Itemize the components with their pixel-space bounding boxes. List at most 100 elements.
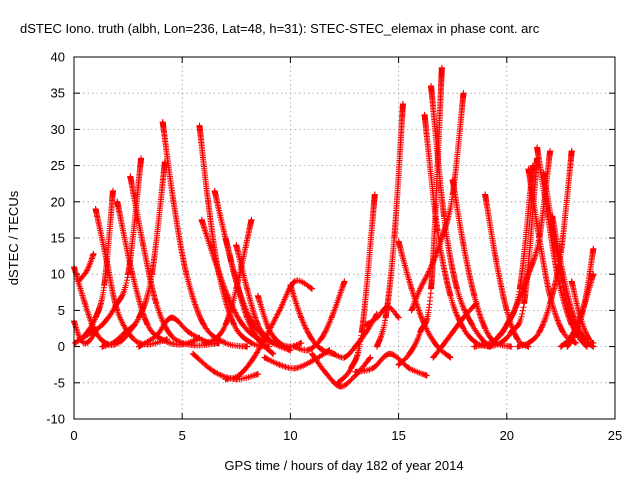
data-point bbox=[547, 292, 554, 299]
y-tick-label: 10 bbox=[51, 267, 65, 282]
data-point bbox=[135, 314, 142, 321]
data-point bbox=[560, 329, 567, 336]
data-point bbox=[581, 300, 588, 307]
data-point bbox=[514, 300, 521, 307]
data-point bbox=[438, 235, 445, 241]
data-point bbox=[235, 372, 242, 379]
data-point bbox=[72, 339, 79, 346]
data-point bbox=[447, 292, 454, 299]
data-point bbox=[536, 329, 543, 336]
data-point bbox=[408, 307, 415, 314]
data-point bbox=[222, 321, 229, 328]
data-point bbox=[330, 350, 337, 357]
data-point bbox=[99, 343, 106, 350]
data-point bbox=[304, 347, 311, 354]
series-arc-48 bbox=[568, 278, 597, 346]
series-arc-31 bbox=[395, 64, 445, 368]
data-point bbox=[367, 354, 374, 361]
data-point bbox=[138, 155, 145, 162]
chart-title: dSTEC Iono. truth (albh, Lon=236, Lat=48… bbox=[20, 21, 540, 36]
data-point bbox=[573, 329, 580, 336]
data-point bbox=[233, 278, 240, 285]
data-point bbox=[92, 314, 99, 321]
data-point bbox=[395, 361, 402, 368]
data-point bbox=[337, 383, 344, 390]
data-point bbox=[438, 64, 445, 71]
data-point bbox=[573, 339, 580, 346]
series-arc-10 bbox=[135, 314, 212, 350]
data-point bbox=[570, 314, 577, 321]
data-point bbox=[399, 101, 406, 108]
data-point bbox=[244, 343, 251, 350]
data-point bbox=[373, 343, 380, 350]
data-point bbox=[590, 245, 597, 252]
data-point bbox=[81, 300, 88, 307]
data-point bbox=[254, 371, 261, 378]
data-point bbox=[233, 242, 240, 249]
data-point bbox=[129, 271, 136, 278]
data-point bbox=[291, 278, 298, 285]
y-axis-label: dSTEC / TECUs bbox=[6, 190, 21, 285]
data-point bbox=[471, 343, 478, 350]
data-point bbox=[144, 321, 151, 328]
data-point bbox=[590, 271, 597, 278]
data-point bbox=[239, 321, 246, 328]
x-tick-label: 5 bbox=[179, 428, 186, 443]
data-point bbox=[261, 336, 268, 343]
data-point bbox=[244, 314, 251, 321]
data-point bbox=[352, 343, 359, 350]
data-point bbox=[317, 336, 324, 343]
data-point bbox=[557, 343, 564, 350]
data-point bbox=[508, 329, 515, 336]
series-arc-20 bbox=[222, 277, 316, 383]
data-point bbox=[434, 227, 441, 234]
y-tick-label: 20 bbox=[51, 194, 65, 209]
data-point bbox=[211, 256, 218, 263]
data-point bbox=[170, 198, 177, 205]
data-point bbox=[99, 321, 106, 328]
data-point bbox=[386, 350, 393, 357]
data-point bbox=[373, 314, 380, 321]
data-point bbox=[183, 271, 190, 278]
data-point bbox=[109, 187, 116, 194]
data-point bbox=[198, 216, 205, 223]
data-point bbox=[309, 336, 316, 343]
data-point bbox=[363, 329, 370, 336]
data-point bbox=[298, 314, 305, 321]
x-tick-label: 10 bbox=[283, 428, 297, 443]
data-point bbox=[254, 336, 261, 343]
data-point bbox=[482, 325, 489, 332]
data-point bbox=[590, 339, 597, 346]
data-point bbox=[460, 90, 467, 97]
data-point bbox=[503, 321, 510, 328]
data-point bbox=[560, 271, 567, 278]
data-point bbox=[363, 321, 370, 328]
data-point bbox=[406, 365, 413, 372]
data-point bbox=[492, 336, 499, 343]
data-point bbox=[254, 321, 261, 328]
y-tick-label: 40 bbox=[51, 50, 65, 65]
data-point bbox=[261, 354, 268, 361]
y-tick-label: -10 bbox=[46, 412, 65, 427]
data-point bbox=[127, 173, 134, 180]
data-point bbox=[319, 347, 326, 354]
data-point bbox=[291, 343, 298, 350]
data-point bbox=[482, 341, 489, 348]
data-point bbox=[423, 372, 430, 379]
data-point bbox=[298, 339, 305, 346]
data-point bbox=[460, 242, 467, 249]
data-point bbox=[564, 343, 571, 350]
data-point bbox=[109, 339, 116, 346]
data-point bbox=[211, 187, 218, 194]
data-point bbox=[190, 350, 197, 357]
data-point bbox=[586, 336, 593, 343]
data-point bbox=[471, 292, 478, 299]
data-point bbox=[276, 339, 283, 346]
data-point bbox=[161, 337, 168, 344]
data-point bbox=[369, 365, 376, 372]
data-point bbox=[460, 314, 467, 321]
grid bbox=[74, 57, 615, 419]
data-point bbox=[469, 321, 476, 328]
data-point bbox=[525, 339, 532, 346]
